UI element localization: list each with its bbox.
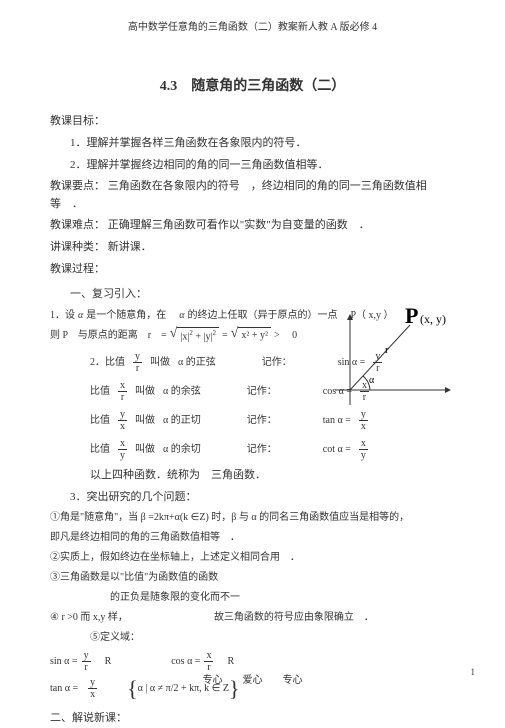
q5: ⑤定义域： bbox=[90, 630, 455, 646]
txt: 记作： bbox=[247, 384, 277, 400]
difficulty-label: 教课难点： bbox=[50, 219, 105, 231]
xy-label: (x, y) bbox=[420, 312, 446, 326]
goal-label: 教课目标： bbox=[50, 113, 455, 131]
txt: 则 P 与原点的距离 r = bbox=[50, 328, 167, 344]
txt: 记作： bbox=[262, 355, 292, 371]
txt: 记作： bbox=[247, 442, 277, 458]
txt: 叫做 bbox=[135, 384, 155, 400]
radius-line bbox=[350, 325, 410, 390]
txt: > 0 bbox=[274, 328, 297, 344]
keypoint-text: 三角函数在各象限内的符号 ，终边相同的角的同一三角函数值相等 ． bbox=[50, 180, 427, 210]
txt: ④ r >0 而 x,y 样， bbox=[50, 610, 128, 626]
section-3: 3．突出研究的几个问题： bbox=[70, 489, 455, 507]
txt: α 的正切 bbox=[163, 413, 201, 429]
txt: α 的正弦 bbox=[178, 355, 216, 371]
txt: |y| bbox=[204, 331, 213, 342]
goal-1: 1．理解并掌握各样三角函数在各象限内的符号． bbox=[70, 135, 455, 153]
txt: α 的余弦 bbox=[163, 384, 201, 400]
domain-row-1: sin α = yr R cos α = xr R bbox=[50, 650, 455, 673]
q2: ②实质上，假如终边在坐标轴上，上述定义相同合用 ． bbox=[50, 550, 455, 566]
q1a: ①角是"随意角"，当 β =2kπ+α(k ∈Z) 时，β 与 α 的同名三角函… bbox=[50, 510, 455, 526]
txt: cos α = bbox=[171, 654, 200, 670]
main-title: 4.3 随意角的三角函数（二） bbox=[50, 76, 455, 98]
txt: 叫做 bbox=[150, 355, 170, 371]
def-cotangent: 比值 xy 叫做 α 的余切 记作： cot α = xy bbox=[90, 438, 455, 461]
sqrt-2: √ x² + y² bbox=[231, 327, 271, 344]
q3b: 的正负是随象限的变化而不一 bbox=[110, 590, 455, 606]
txt: α 的余切 bbox=[163, 442, 201, 458]
keypoint-label: 教课要点： bbox=[50, 180, 105, 192]
four-funcs: 以上四种函数．统称为 三角函数． bbox=[90, 467, 455, 485]
difficulty-row: 教课难点： 正确理解三角函数可看作以"实数"为自变量的函数 ． bbox=[50, 217, 455, 235]
txt: 故三角函数的符号应由象限确立 ． bbox=[214, 610, 374, 626]
footer: 专心 爱心 专心 bbox=[0, 673, 505, 689]
txt: 叫做 bbox=[135, 413, 155, 429]
q1b: 即凡是终边相同的角的三角函数值相等 ． bbox=[50, 530, 455, 546]
keypoint-row: 教课要点： 三角函数在各象限内的符号 ，终边相同的角的同一三角函数值相等 ． bbox=[50, 178, 455, 213]
alpha-label: α bbox=[369, 375, 375, 386]
p-label: P bbox=[405, 305, 418, 328]
section-2-title: 二、解说新课： bbox=[50, 710, 455, 728]
process-label: 教课过程： bbox=[50, 261, 455, 279]
txt: 1．设 bbox=[50, 308, 75, 324]
sqrt-1: √ |x|2 + |y|2 bbox=[170, 327, 219, 345]
txt: cot α = bbox=[323, 442, 351, 458]
q3a: ③三角函数是以"比值"为函数值的函数 bbox=[50, 570, 455, 586]
type-text: 新讲课． bbox=[108, 241, 152, 253]
type-label: 讲课种类： bbox=[50, 241, 105, 253]
section-1: 一、复习引入： bbox=[70, 286, 455, 304]
txt: R bbox=[105, 654, 112, 670]
page-number: 1 bbox=[471, 665, 476, 679]
txt: 记作： bbox=[247, 413, 277, 429]
q4: ④ r >0 而 x,y 样， 故三角函数的符号应由象限确立 ． bbox=[50, 610, 455, 626]
r-label: r bbox=[385, 344, 389, 356]
difficulty-text: 正确理解三角函数可看作以"实数"为自变量的函数 ． bbox=[108, 219, 370, 231]
coordinate-diagram: P (x, y) r α bbox=[325, 305, 455, 415]
txt: sin α = bbox=[50, 654, 78, 670]
header-title: 高中数学任意角的三角函数（二）教案新人教 A 版必修 4 bbox=[50, 20, 455, 36]
txt: 是一个随意角，在 bbox=[86, 308, 176, 324]
txt: 的终边上任取（异于原点的）一点 bbox=[188, 308, 348, 324]
goal-2: 2．理解并掌握终边相同的角的同一三角函数值相等． bbox=[70, 157, 455, 175]
label: 2．比值 bbox=[90, 355, 125, 371]
type-row: 讲课种类： 新讲课． bbox=[50, 239, 455, 257]
txt: R bbox=[227, 654, 234, 670]
txt: 叫做 bbox=[135, 442, 155, 458]
